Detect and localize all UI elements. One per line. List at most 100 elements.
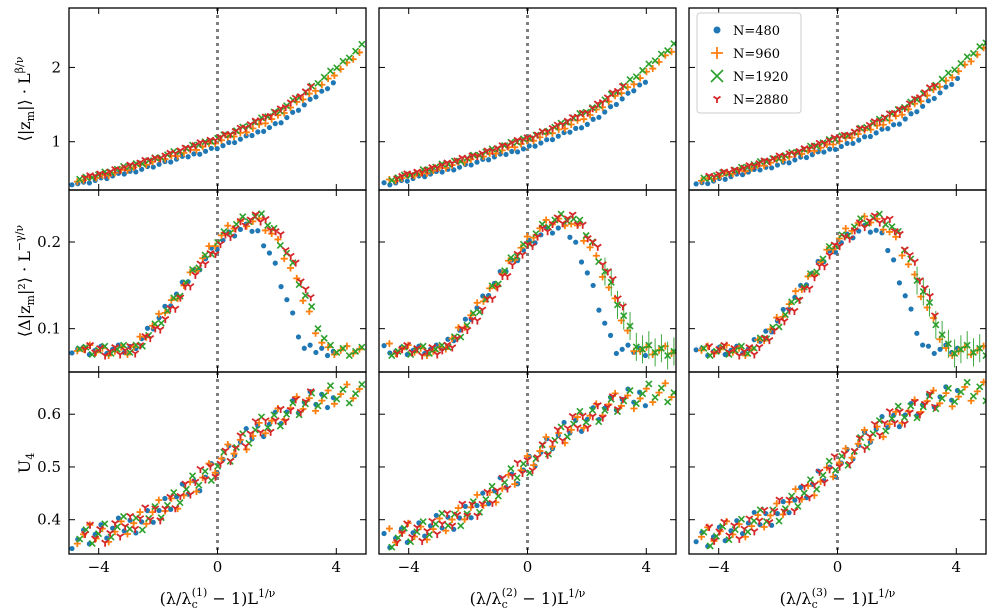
marker-N=480 <box>381 530 387 537</box>
marker-N=2880 <box>191 142 200 150</box>
marker-N=480 <box>69 545 75 552</box>
marker-N=2880 <box>865 217 874 225</box>
marker-N=2880 <box>116 166 125 174</box>
marker-N=2880 <box>755 517 764 525</box>
marker-N=2880 <box>146 516 155 524</box>
marker-N=1920 <box>657 384 665 392</box>
marker-N=2880 <box>810 142 819 150</box>
marker-N=1920 <box>926 299 934 307</box>
marker-N=960 <box>205 242 213 250</box>
marker-N=960 <box>385 340 393 348</box>
y-tick-label: 0.2 <box>37 233 61 251</box>
marker-N=480 <box>324 352 331 359</box>
marker-N=480 <box>295 334 302 340</box>
marker-N=2880 <box>865 121 874 129</box>
marker-N=2880 <box>825 466 834 474</box>
marker-N=480 <box>544 137 550 143</box>
marker-N=960 <box>274 235 282 243</box>
marker-N=2880 <box>805 494 814 502</box>
marker-N=960 <box>454 504 462 512</box>
data-points <box>693 210 986 370</box>
marker-N=2880 <box>563 117 572 125</box>
marker-N=480 <box>642 352 649 359</box>
marker-N=2880 <box>910 258 919 266</box>
marker-N=480 <box>115 515 122 521</box>
marker-N=1920 <box>352 347 360 355</box>
marker-N=1920 <box>819 471 827 479</box>
marker-N=2880 <box>603 403 612 411</box>
marker-N=2880 <box>261 417 270 425</box>
marker-N=480 <box>144 508 151 514</box>
x-axis-label: (λ/λc(3) − 1)L1/ν <box>780 586 896 611</box>
marker-N=2880 <box>750 528 759 536</box>
marker-N=1920 <box>963 53 971 61</box>
marker-N=480 <box>162 495 168 502</box>
marker-N=1920 <box>501 267 509 275</box>
marker-N=480 <box>156 161 162 167</box>
marker-N=2880 <box>770 155 779 163</box>
marker-N=480 <box>422 174 428 180</box>
marker-N=480 <box>538 140 544 146</box>
marker-N=2880 <box>920 284 929 293</box>
marker-N=2880 <box>236 217 245 226</box>
marker-N=480 <box>625 90 631 96</box>
marker-N=2880 <box>735 167 744 175</box>
marker-N=480 <box>214 146 220 152</box>
marker-N=2880 <box>301 398 310 406</box>
marker-N=480 <box>885 247 891 254</box>
marker-N=2880 <box>715 170 724 179</box>
marker-N=960 <box>261 119 269 127</box>
marker-N=480 <box>827 146 833 152</box>
marker-N=1920 <box>201 467 209 475</box>
marker-N=1920 <box>352 390 360 398</box>
marker-N=1920 <box>333 348 341 356</box>
marker-N=2880 <box>890 109 899 117</box>
legend-marker-N=960 <box>711 47 723 59</box>
marker-N=2880 <box>196 465 205 474</box>
marker-N=2880 <box>256 429 265 437</box>
legend-marker-N=1920 <box>710 69 724 83</box>
marker-N=480 <box>607 104 614 110</box>
marker-N=2880 <box>131 350 140 358</box>
marker-N=480 <box>156 315 162 321</box>
marker-N=2880 <box>443 341 452 349</box>
marker-N=480 <box>642 79 649 85</box>
marker-N=2880 <box>226 457 235 466</box>
marker-N=1920 <box>475 508 484 516</box>
marker-N=2880 <box>423 166 432 174</box>
marker-N=2880 <box>715 346 724 354</box>
marker-N=480 <box>404 178 410 184</box>
marker-N=480 <box>121 171 127 177</box>
marker-N=2880 <box>271 108 280 117</box>
marker-N=1920 <box>358 40 366 48</box>
marker-N=2880 <box>473 317 482 325</box>
marker-N=2880 <box>880 114 889 122</box>
marker-N=2880 <box>760 334 769 343</box>
marker-N=2880 <box>433 164 442 172</box>
marker-N=2880 <box>795 147 804 156</box>
marker-N=1920 <box>875 210 883 218</box>
marker-N=1920 <box>345 399 353 407</box>
marker-N=2880 <box>171 305 180 313</box>
marker-N=480 <box>751 337 757 343</box>
marker-N=2880 <box>608 275 617 284</box>
marker-N=1920 <box>932 321 940 329</box>
marker-N=2880 <box>583 109 592 117</box>
marker-N=1920 <box>651 348 659 356</box>
marker-N=2880 <box>523 456 532 465</box>
marker-N=2880 <box>393 175 402 183</box>
marker-N=2880 <box>473 152 482 161</box>
marker-N=480 <box>896 424 903 430</box>
marker-N=480 <box>549 230 556 236</box>
marker-N=1920 <box>976 43 984 51</box>
marker-N=2880 <box>453 157 462 165</box>
marker-N=1920 <box>944 340 952 348</box>
marker-N=1920 <box>308 303 316 311</box>
marker-N=480 <box>485 157 492 163</box>
marker-N=480 <box>769 522 775 528</box>
marker-N=480 <box>532 143 538 149</box>
marker-N=1920 <box>301 292 309 300</box>
panel-r2-c0: −4 0 4 0.4 0.5 0.6 (λ/λc(1) − 1)L1/ν U4 <box>15 371 367 611</box>
marker-N=2880 <box>755 159 764 168</box>
marker-N=960 <box>192 487 200 495</box>
